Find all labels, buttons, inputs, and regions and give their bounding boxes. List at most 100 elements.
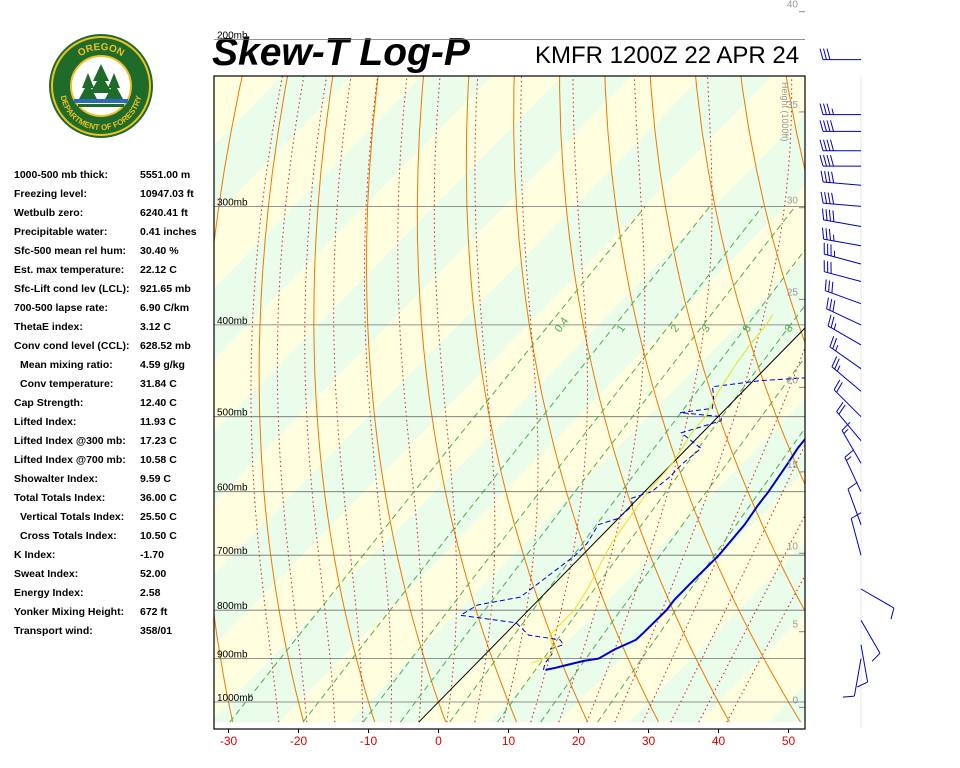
- wind-barb-flag: [831, 281, 834, 294]
- index-row: Mean mixing ratio: 4.59 g/kg: [14, 356, 214, 375]
- wind-barb-flag: [827, 314, 832, 327]
- wind-barb-flag: [828, 228, 831, 241]
- wind-barb-staff: [844, 457, 862, 492]
- wind-barb-flag: [830, 120, 834, 132]
- index-value: 921.65 mb: [140, 283, 191, 295]
- wind-barb-staff: [847, 488, 862, 525]
- temperature-band: [214, 76, 352, 217]
- wind-barb-staff: [823, 219, 862, 227]
- height-tick-label: 20: [787, 375, 799, 386]
- wind-barb-staff: [860, 588, 895, 609]
- index-label: Energy Index:: [14, 587, 84, 599]
- index-label: Conv cond level (CCL):: [14, 340, 130, 352]
- index-value: 36.00 C: [140, 492, 177, 504]
- index-row: Cross Totals Index: 10.50 C: [14, 527, 214, 546]
- wind-barb-flag: [824, 279, 827, 291]
- x-tick-label: -10: [360, 734, 378, 748]
- index-value: 5551.00 m: [140, 169, 191, 181]
- wind-barb: [820, 191, 862, 207]
- index-label: Mean mixing ratio:: [20, 359, 113, 371]
- index-row: 700-500 lapse rate: 6.90 C/km: [14, 299, 214, 318]
- wind-barb-flag: [890, 607, 895, 620]
- moist-adiabat-line: [304, 76, 336, 723]
- index-label: Cap Strength:: [14, 397, 84, 409]
- mixing-ratio-line: [362, 206, 763, 723]
- wind-barb-half-flag: [836, 365, 841, 372]
- index-value: 25.50 C: [140, 511, 177, 523]
- mixing-ratio-line: [302, 206, 711, 723]
- index-row: Lifted Index @300 mb: 17.23 C: [14, 432, 214, 451]
- index-label: Showalter Index:: [14, 473, 99, 485]
- dry-adiabat-line: [807, 0, 960, 722]
- wind-barb: [836, 401, 862, 442]
- index-label: Lifted Index @300 mb:: [14, 435, 126, 447]
- wind-barb: [829, 336, 862, 370]
- index-label: Transport wind:: [14, 625, 93, 637]
- index-row: Transport wind: 358/01: [14, 622, 214, 641]
- wind-barb-flag: [822, 227, 825, 240]
- wind-barb-staff: [824, 271, 862, 282]
- isobar-label: 600mb: [217, 483, 248, 494]
- index-row: Sfc-Lift cond lev (LCL): 921.65 mb: [14, 280, 214, 299]
- moist-adiabat-line: [614, 76, 793, 723]
- wind-barb-staff: [825, 290, 862, 305]
- height-tick-label: 5: [792, 620, 798, 631]
- wind-barb-flag: [850, 512, 862, 519]
- wind-barb-flag: [825, 228, 828, 240]
- wind-barb: [847, 481, 862, 525]
- wind-barb-flag: [819, 48, 824, 60]
- index-value: 4.59 g/kg: [140, 359, 185, 371]
- dry-adiabat-line: [604, 76, 802, 723]
- wind-barb-staff: [836, 411, 862, 442]
- x-tick-label: 10: [502, 734, 516, 748]
- height-tick-label: 25: [787, 287, 799, 298]
- wind-barb-half-flag: [835, 345, 839, 352]
- wind-barb: [844, 449, 862, 492]
- chart-title: Skew-T Log-P: [212, 31, 470, 74]
- wind-barb-flag: [826, 103, 831, 115]
- height-tick-label: 10: [787, 541, 799, 552]
- index-label: Lifted Index:: [14, 416, 77, 428]
- dry-adiabat-line: [917, 0, 960, 722]
- wind-barb-flag: [823, 139, 827, 151]
- wind-barb-flag: [822, 208, 825, 220]
- temperature-band: [768, 685, 805, 723]
- moist-adiabat-line: [474, 76, 496, 723]
- index-label: Vertical Totals Index:: [20, 511, 125, 523]
- dry-adiabat-line: [365, 76, 447, 723]
- height-axis: 05101520253035404550Height (1000ft): [780, 0, 805, 708]
- mixing-ratio-line: [400, 206, 796, 723]
- index-value: 17.23 C: [140, 435, 177, 447]
- index-label: Lifted Index @700 mb:: [14, 454, 126, 466]
- wind-barb: [860, 588, 895, 620]
- index-label: Total Totals Index:: [14, 492, 106, 504]
- mixing-ratio-lines: [229, 206, 805, 723]
- wind-barb-half-flag: [833, 323, 837, 330]
- dry-adiabat-line: [559, 76, 731, 723]
- x-tick-label: 20: [572, 734, 586, 748]
- index-row: Yonker Mixing Height: 672 ft: [14, 603, 214, 622]
- wind-barb-staff: [841, 430, 862, 464]
- temperature-band: [214, 113, 805, 723]
- index-value: 10.50 C: [140, 530, 177, 542]
- index-value: 628.52 mb: [140, 340, 191, 352]
- wind-barb-flag: [831, 356, 838, 368]
- wind-barb-flag: [832, 210, 835, 222]
- wind-barb-flag: [826, 154, 831, 167]
- mixing-ratio-line: [597, 427, 805, 723]
- wind-barb-flag: [828, 280, 830, 292]
- index-row: Conv cond level (CCL): 628.52 mb: [14, 337, 214, 356]
- wind-barb: [819, 48, 861, 61]
- wind-barb: [819, 154, 861, 167]
- index-row: Lifted Index: 11.93 C: [14, 413, 214, 432]
- index-value: 6.90 C/km: [140, 302, 190, 314]
- wind-barb: [860, 620, 881, 662]
- index-label: Sweat Index:: [14, 568, 79, 580]
- isobar-label: 900mb: [217, 650, 248, 661]
- wind-barb-flag: [842, 695, 855, 698]
- wind-barb-flag: [826, 120, 831, 132]
- moist-adiabat-line: [363, 76, 392, 723]
- moist-adiabat-line: [642, 346, 805, 723]
- wind-barb-flag: [832, 338, 838, 350]
